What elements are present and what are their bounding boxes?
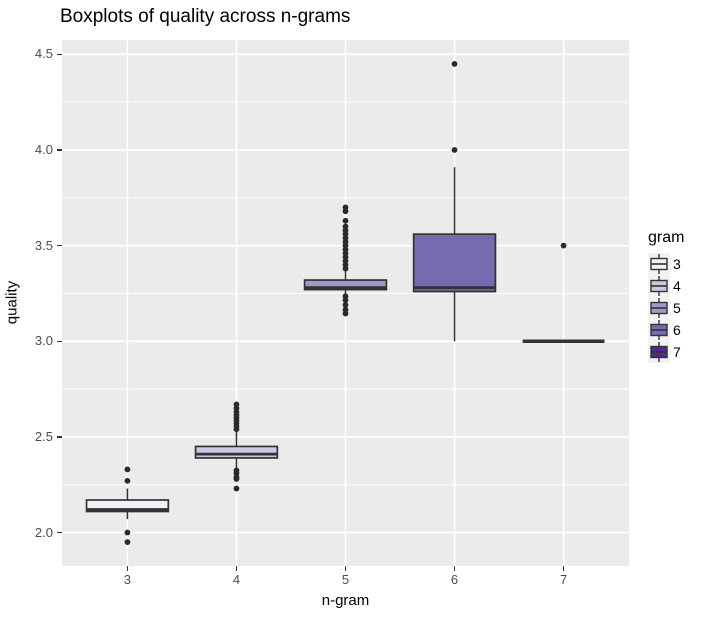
y-tick-label: 4.5: [34, 46, 53, 62]
legend: gram 3 4 5 6 7: [648, 229, 684, 363]
legend-item-label: 7: [673, 344, 681, 360]
outlier-dot: [342, 204, 349, 211]
legend-rows: 3 4 5 6 7: [648, 253, 684, 363]
boxplot-glyph-icon: [648, 319, 670, 341]
y-tick-mark: [57, 53, 62, 56]
x-tick-mark: [453, 566, 456, 571]
x-tick-mark: [344, 566, 347, 571]
x-tick-mark: [562, 566, 565, 571]
y-tick-label: 3.0: [34, 333, 53, 349]
outlier-dot: [233, 485, 240, 492]
legend-item: 5: [648, 297, 684, 319]
outlier-dot: [342, 302, 349, 308]
x-tick-mark: [126, 566, 129, 571]
y-tick-mark: [57, 244, 62, 247]
x-axis-title: n-gram: [321, 592, 370, 609]
box: [85, 499, 170, 513]
outlier-dot: [342, 217, 349, 224]
plot-panel: [62, 40, 629, 566]
legend-item-label: 3: [673, 256, 681, 272]
outlier-dot: [451, 147, 458, 153]
legend-item: 6: [648, 319, 684, 341]
y-tick-label: 2.5: [34, 428, 53, 444]
y-tick-mark: [57, 436, 62, 438]
legend-item: 3: [648, 253, 684, 275]
x-tick-label: 6: [450, 572, 459, 587]
outlier-dot: [342, 297, 349, 304]
outlier-dot: [124, 539, 131, 545]
legend-title: gram: [648, 229, 685, 246]
boxplot-glyph-icon: [648, 253, 670, 275]
x-tick-label: 4: [232, 572, 241, 587]
box: [303, 279, 388, 291]
chart-title: Boxplots of quality across n-grams: [60, 6, 351, 27]
outlier-dot: [560, 242, 567, 249]
legend-item-label: 4: [673, 278, 681, 294]
y-tick-mark: [57, 531, 62, 534]
y-tick-mark: [57, 340, 62, 342]
legend-item: 4: [648, 275, 684, 297]
outlier-dot: [342, 223, 349, 230]
legend-item-label: 6: [673, 322, 681, 338]
x-tick-label: 7: [559, 572, 568, 587]
boxplot-glyph-icon: [648, 275, 670, 297]
box: [194, 445, 279, 459]
outlier-dot: [124, 477, 131, 484]
y-axis-title: quality: [3, 280, 21, 325]
legend-item-label: 5: [673, 300, 681, 316]
boxplot-canvas: [62, 40, 629, 566]
y-tick-label: 4.0: [34, 141, 53, 157]
y-tick-label: 3.5: [34, 237, 53, 253]
outlier-dot: [451, 61, 458, 67]
box: [412, 233, 497, 293]
outlier-dot: [124, 529, 131, 536]
boxplot-glyph-icon: [648, 341, 670, 363]
x-tick-label: 3: [123, 572, 132, 587]
outlier-dot: [233, 401, 240, 408]
outlier-dot: [233, 476, 240, 482]
x-tick-mark: [235, 566, 238, 571]
outlier-dot: [124, 466, 131, 473]
x-tick-label: 5: [341, 572, 350, 587]
y-tick-mark: [57, 149, 62, 151]
y-tick-label: 2.0: [34, 524, 53, 540]
legend-item: 7: [648, 341, 684, 363]
outlier-dot: [342, 310, 349, 317]
boxplot-glyph-icon: [648, 297, 670, 319]
